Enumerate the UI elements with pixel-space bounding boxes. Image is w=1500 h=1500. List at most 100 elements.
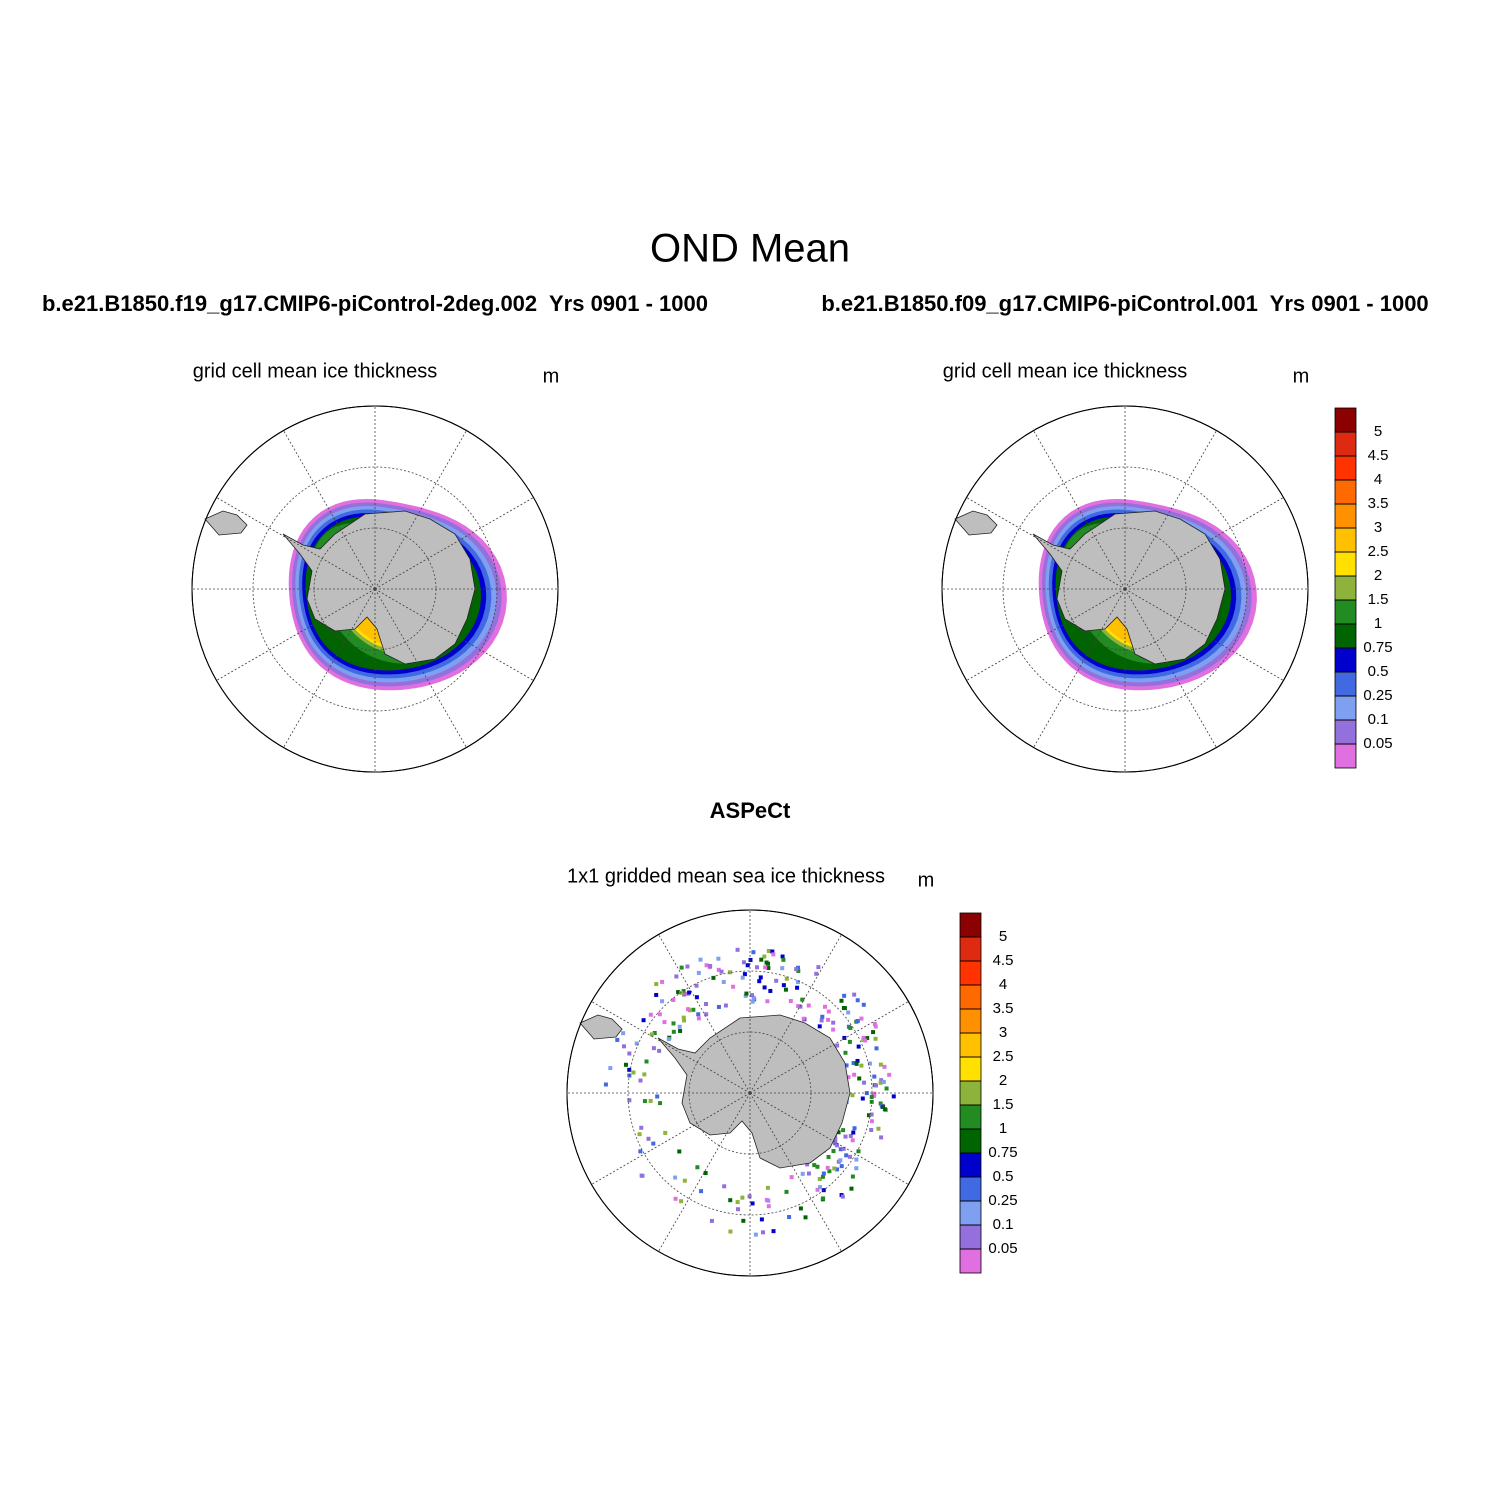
obs-cell (637, 1132, 642, 1137)
obs-cell (796, 968, 801, 973)
colorbar-box (959, 1176, 982, 1202)
meridian (658, 934, 751, 1094)
meridian (216, 497, 376, 590)
obs-cell (873, 1036, 878, 1041)
obs-cell (835, 1043, 840, 1048)
colorbar-label: 0.5 (993, 1168, 1014, 1185)
colorbar-box (959, 1080, 982, 1106)
colorbar-label: 2 (1374, 567, 1382, 584)
obs-cell (869, 1112, 874, 1117)
colorbar-label: 4 (1374, 471, 1382, 488)
colorbar-box (1334, 431, 1357, 457)
colorbar-label: 0.75 (988, 1144, 1017, 1161)
panel-subtitle: 1x1 gridded mean sea ice thickness (567, 865, 885, 887)
obs-cell (821, 1171, 826, 1176)
obs-cell (615, 1037, 620, 1042)
obs-cell (820, 1174, 825, 1179)
obs-cell (827, 1169, 832, 1174)
obs-cell (627, 1067, 632, 1072)
colorbar-label: 1.5 (1368, 591, 1389, 608)
obs-cell (741, 1218, 746, 1223)
obs-cell (642, 1099, 647, 1104)
obs-cell (641, 1018, 646, 1023)
colorbar-box (959, 912, 982, 938)
obs-cell (682, 1178, 687, 1183)
colorbar-label: 3.5 (1368, 495, 1389, 512)
colorbar-label: 0.05 (1363, 735, 1392, 752)
obs-cell (638, 1078, 643, 1083)
obs-cell (795, 985, 800, 990)
obs-cell (682, 1018, 687, 1023)
case-title: ASPeCt (710, 798, 791, 823)
colorbar-box (959, 1152, 982, 1178)
south-america (579, 1014, 623, 1040)
figure-title: OND Mean (650, 227, 850, 271)
obs-cell (803, 1215, 808, 1220)
obs-cell (878, 1062, 883, 1067)
obs-cell (800, 1171, 805, 1176)
obs-cell (854, 1061, 859, 1066)
obs-cell (818, 1185, 823, 1190)
obs-cell (755, 965, 760, 970)
meridian (374, 588, 534, 681)
colorbar-box (1334, 647, 1357, 673)
obs-cell (831, 1149, 836, 1154)
obs-cell (867, 1061, 872, 1066)
obs-cell (695, 1165, 700, 1170)
colorbar-label: 0.05 (988, 1240, 1017, 1257)
obs-cell (861, 1002, 866, 1007)
units: m (918, 869, 935, 891)
obs-cell (891, 1094, 896, 1099)
obs-cell (704, 963, 709, 968)
obs-cell (780, 966, 785, 971)
obs-cell (771, 1229, 776, 1234)
colorbar-label: 5 (999, 928, 1007, 945)
colorbar-label: 0.1 (993, 1216, 1014, 1233)
polar-map (566, 909, 934, 1277)
meridian (966, 497, 1126, 590)
colorbar-label: 3.5 (993, 1000, 1014, 1017)
colorbar-label: 1.5 (993, 1096, 1014, 1113)
obs-cell (887, 1072, 892, 1077)
colorbar-box (959, 1104, 982, 1130)
obs-cell (831, 1027, 836, 1032)
colorbar-label: 0.25 (1363, 687, 1392, 704)
obs-cell (677, 1024, 682, 1029)
obs-cell (719, 969, 724, 974)
obs-cell (751, 950, 756, 955)
obs-cell (666, 1037, 671, 1042)
obs-cell (846, 1010, 851, 1015)
obs-cell (760, 1230, 765, 1235)
obs-cell (872, 1091, 877, 1096)
obs-cell (658, 1101, 663, 1106)
obs-cell (770, 949, 775, 954)
obs-cell (728, 1198, 733, 1203)
obs-cell (839, 998, 844, 1003)
obs-cell (787, 1215, 792, 1220)
colorbar-box (1334, 575, 1357, 601)
obs-cell (836, 1130, 841, 1135)
obs-cell (781, 983, 786, 988)
obs-cell (826, 1154, 831, 1159)
obs-cell (649, 1032, 654, 1037)
obs-cell (780, 954, 785, 959)
obs-cell (847, 1039, 852, 1044)
obs-cell (871, 1030, 876, 1035)
obs-cell (682, 992, 687, 997)
obs-cell (825, 1165, 830, 1170)
obs-cell (856, 1149, 861, 1154)
obs-cell (638, 1149, 643, 1154)
obs-cell (801, 1016, 806, 1021)
colorbar-label: 4.5 (1368, 447, 1389, 464)
meridian (374, 430, 467, 590)
obs-cell (764, 960, 769, 965)
obs-cell (826, 1017, 831, 1022)
obs-cell (681, 1015, 686, 1020)
colorbar-box (1334, 455, 1357, 481)
obs-cell (759, 1217, 764, 1222)
obs-cell (848, 1025, 853, 1030)
obs-cell (627, 1051, 632, 1056)
obs-cell (859, 1063, 864, 1068)
obs-cell (822, 1004, 827, 1009)
obs-cell (796, 1004, 801, 1009)
